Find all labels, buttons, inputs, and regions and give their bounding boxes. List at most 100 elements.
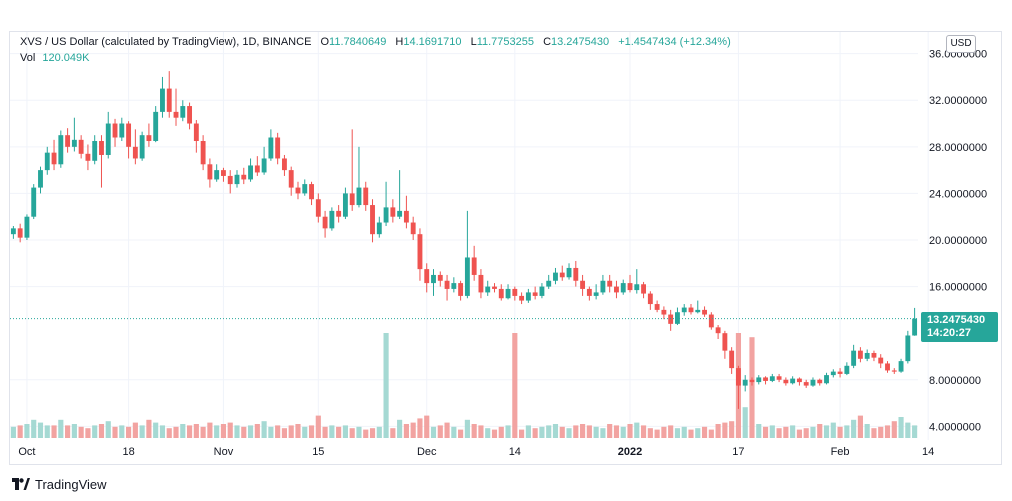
candle-body (31, 187, 37, 217)
x-tick-label: Nov (214, 446, 234, 458)
close-label: C (543, 36, 552, 48)
volume-bar (288, 425, 294, 438)
volume-bar (837, 426, 843, 438)
candle-body (837, 371, 843, 374)
volume-bar (532, 428, 538, 438)
candle-body (58, 135, 64, 165)
candle-body (322, 216, 328, 229)
candle-body (546, 280, 552, 287)
candle-body (363, 187, 369, 206)
volume-bar (214, 425, 220, 438)
candle-body (614, 286, 619, 293)
volume-bar (552, 424, 559, 438)
volume-bar (871, 428, 877, 438)
volume-bar (647, 428, 653, 438)
volume-bar (383, 333, 389, 438)
last-price-tag: 13.2475430 14:20:27 (921, 312, 998, 342)
candle-body (756, 377, 762, 383)
candle-body (722, 333, 728, 351)
volume-bar (688, 429, 694, 438)
volume-bar (254, 424, 260, 438)
candle-body (668, 314, 674, 324)
volume-bar (512, 333, 518, 438)
volume-bar (749, 337, 755, 438)
volume-bar (10, 426, 16, 438)
low-value: 11.7753255 (476, 36, 534, 48)
volume-bar (485, 428, 491, 438)
volume-bar (627, 424, 633, 438)
volume-bar (376, 426, 382, 438)
candle-body (397, 210, 403, 217)
volume-bar (207, 422, 213, 438)
volume-bar (275, 425, 281, 438)
candle-body (349, 193, 355, 206)
volume-bar (247, 425, 254, 438)
candle-body (180, 106, 186, 118)
volume-bar (308, 425, 315, 438)
volume-bar (397, 419, 403, 438)
footer-brand[interactable]: TradingView (12, 475, 107, 493)
candle-body (254, 165, 260, 173)
volume-bar (17, 425, 23, 438)
volume-bar (566, 428, 572, 438)
candle-body (464, 257, 470, 296)
candle-body (803, 382, 809, 386)
x-tick-label: 18 (122, 446, 134, 458)
currency-button[interactable]: USD (946, 35, 976, 53)
y-tick-label: 16.0000000 (929, 282, 987, 294)
volume-bar (593, 426, 599, 438)
volume-bar (227, 422, 233, 438)
volume-bar (701, 426, 708, 438)
candle-body (214, 170, 220, 180)
volume-bar (193, 424, 199, 438)
candle-body (641, 284, 647, 294)
candle-body (553, 272, 558, 281)
volume-bar (661, 426, 667, 438)
volume-bar (451, 426, 457, 438)
candle-body (132, 146, 138, 159)
volume-bar (444, 422, 450, 438)
candle-body (519, 295, 525, 301)
tradingview-logo-icon (12, 478, 30, 490)
volume-bar (349, 428, 355, 438)
candle-body (376, 222, 382, 235)
volume-bar (58, 419, 64, 438)
volume-bar (85, 428, 91, 438)
candle-body (817, 379, 823, 384)
x-tick-label: Feb (831, 446, 850, 458)
volume-bar (539, 426, 545, 438)
volume-bar (369, 428, 376, 438)
volume-bar (31, 419, 37, 438)
candle-body (532, 292, 538, 296)
bar-countdown: 14:20:27 (927, 327, 972, 339)
candle-body (573, 267, 579, 281)
candle-body (776, 376, 782, 380)
candle-body (851, 350, 857, 366)
volume-bar (586, 425, 592, 438)
candle-body (810, 379, 816, 386)
candle-body (898, 361, 904, 372)
candle-body (24, 216, 30, 238)
volume-bar (600, 428, 606, 438)
volume-bar (620, 426, 626, 438)
volume-bar (898, 417, 904, 438)
candle-body (749, 379, 755, 383)
candle-body (864, 352, 870, 359)
volume-bar (241, 426, 247, 438)
candle-body (173, 111, 179, 118)
volume-bar (51, 425, 57, 438)
candle-body (166, 88, 172, 112)
candle-body (885, 363, 890, 371)
price-chart[interactable]: 36.000000032.000000028.000000024.0000000… (0, 0, 1012, 470)
candle-body (275, 137, 281, 159)
volume-bar (464, 419, 470, 438)
candle-body (688, 307, 694, 313)
candle-body (288, 170, 294, 188)
volume-bar (762, 426, 769, 438)
candle-body (878, 357, 884, 364)
candle-body (485, 286, 491, 293)
volume-bar (580, 424, 586, 438)
close-value: 13.2475430 (551, 36, 610, 48)
volume-bar (105, 421, 111, 438)
candle-body (702, 309, 707, 315)
